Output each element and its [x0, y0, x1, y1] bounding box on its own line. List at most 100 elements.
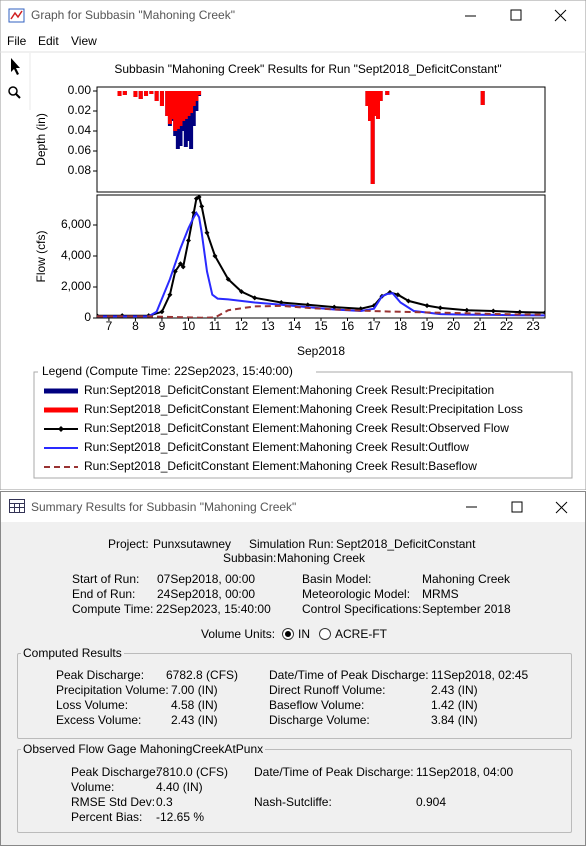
- legend-entry: Run:Sept2018_DeficitConstant Element:Mah…: [84, 440, 469, 454]
- menu-item[interactable]: Edit: [38, 34, 59, 48]
- x-tick-label: 20: [447, 319, 461, 333]
- title-bar: [1, 492, 585, 522]
- y-tick-label: 0.00: [68, 83, 92, 97]
- x-tick-label: 14: [288, 319, 302, 333]
- bar: [375, 91, 380, 119]
- field-label: Meteorologic Model:: [302, 587, 411, 601]
- field-label: Loss Volume:: [56, 698, 129, 712]
- series-marker: [395, 292, 401, 298]
- x-tick-label: 9: [159, 319, 166, 333]
- group-title: Computed Results: [21, 646, 124, 660]
- series-line: [97, 304, 545, 318]
- field-value: -12.65 %: [156, 810, 205, 824]
- bar: [368, 91, 373, 121]
- x-tick-label: 18: [394, 319, 408, 333]
- x-tick-label: 8: [132, 319, 139, 333]
- series-marker: [204, 230, 210, 236]
- window-title: Graph for Subbasin "Mahoning Creek": [31, 8, 235, 22]
- radio-in[interactable]: [281, 627, 295, 641]
- field-label: Subbasin:: [223, 551, 277, 565]
- x-tick-label: 15: [314, 319, 328, 333]
- field-label: Peak Discharge:: [56, 668, 145, 682]
- field-label: RMSE Std Dev:: [71, 795, 156, 809]
- plot-series: [117, 91, 485, 184]
- plot-series: [97, 195, 545, 318]
- bar: [144, 91, 149, 96]
- series-marker: [167, 292, 173, 298]
- window-controls[interactable]: [456, 499, 576, 515]
- field-value: 0.3: [156, 795, 173, 809]
- field-value: 4.40 (IN): [156, 780, 203, 794]
- bar: [154, 91, 159, 101]
- field-value: September 2018: [422, 602, 511, 616]
- y-tick-label: 0: [84, 310, 91, 324]
- series-marker: [212, 253, 218, 259]
- menu-item[interactable]: View: [71, 34, 97, 48]
- field-value: 2.43 (IN): [171, 713, 218, 727]
- series-marker: [180, 264, 186, 270]
- plot-area: [96, 194, 546, 319]
- legend-entry: Run:Sept2018_DeficitConstant Element:Mah…: [84, 459, 477, 473]
- maximize-button[interactable]: [510, 9, 522, 21]
- series-marker: [238, 289, 244, 295]
- series-marker: [199, 203, 205, 209]
- x-tick-label: 22: [500, 319, 514, 333]
- field-value: 6782.8 (CFS): [166, 668, 239, 682]
- field-value: 4.58 (IN): [171, 698, 218, 712]
- field-label: Baseflow Volume:: [269, 698, 365, 712]
- field-value: 22Sep2023, 15:40:00: [156, 602, 271, 616]
- field-value: 07Sep2018, 00:00: [157, 572, 256, 586]
- close-button[interactable]: [554, 9, 567, 22]
- x-tick-label: 10: [182, 319, 196, 333]
- field-label: Date/Time of Peak Discharge:: [254, 765, 414, 779]
- field-label: Percent Bias:: [71, 810, 143, 824]
- bar: [378, 91, 383, 101]
- field-label: Project:: [108, 537, 149, 551]
- y-tick-label: 6,000: [61, 217, 91, 231]
- x-tick-label: 23: [526, 319, 540, 333]
- bar: [122, 91, 127, 95]
- bar: [173, 91, 178, 131]
- pointer-tool[interactable]: [11, 58, 20, 75]
- group-title: Observed Flow Gage MahoningCreekAtPunx: [21, 742, 266, 756]
- bar: [175, 91, 180, 129]
- y-tick-label: 0.06: [68, 143, 92, 157]
- field-value: Mahoning Creek: [422, 572, 511, 586]
- graph-window: Graph for Subbasin "Mahoning Creek" File…: [0, 0, 586, 490]
- field-value: 7810.0 (CFS): [156, 765, 229, 779]
- field-label: Volume:: [71, 780, 115, 794]
- field-value: 24Sep2018, 00:00: [157, 587, 256, 601]
- series-marker: [517, 309, 523, 315]
- bar: [189, 91, 194, 149]
- x-tick-label: 21: [473, 319, 487, 333]
- plot-area: [96, 86, 546, 193]
- field-value: 11Sep2018, 02:45: [431, 668, 529, 682]
- field-label: Nash-Sutcliffe:: [254, 795, 332, 809]
- field-label: Compute Time:: [72, 602, 154, 616]
- legend-title-bg: [38, 365, 316, 379]
- field-value: Mahoning Creek: [277, 551, 366, 565]
- app-icon: [8, 8, 25, 23]
- computed-group: [17, 653, 572, 739]
- field-value: 11Sep2018, 04:00: [416, 765, 514, 779]
- x-tick-label: 7: [106, 319, 113, 333]
- radio-acre-ft[interactable]: [318, 627, 332, 641]
- y-tick-label: 2,000: [61, 279, 91, 293]
- y-tick-label: 4,000: [61, 248, 91, 262]
- radio-label[interactable]: ACRE-FT: [335, 627, 387, 641]
- bar: [133, 91, 138, 97]
- radio-label[interactable]: IN: [298, 627, 310, 641]
- field-label: Simulation Run:: [249, 537, 334, 551]
- zoom-tool[interactable]: [8, 86, 21, 99]
- chart-title: Subbasin "Mahoning Creek" Results for Ru…: [114, 62, 501, 76]
- field-value: MRMS: [422, 587, 459, 601]
- field-label: Date/Time of Peak Discharge:: [269, 668, 429, 682]
- field-value: 0.904: [416, 795, 447, 809]
- field-value: Sept2018_DeficitConstant: [336, 537, 476, 551]
- bar: [370, 91, 375, 184]
- menu-item[interactable]: File: [7, 34, 27, 48]
- bar: [480, 91, 485, 105]
- summary-window: Summary Results for Subbasin "Mahoning C…: [0, 491, 586, 846]
- bar: [189, 91, 194, 113]
